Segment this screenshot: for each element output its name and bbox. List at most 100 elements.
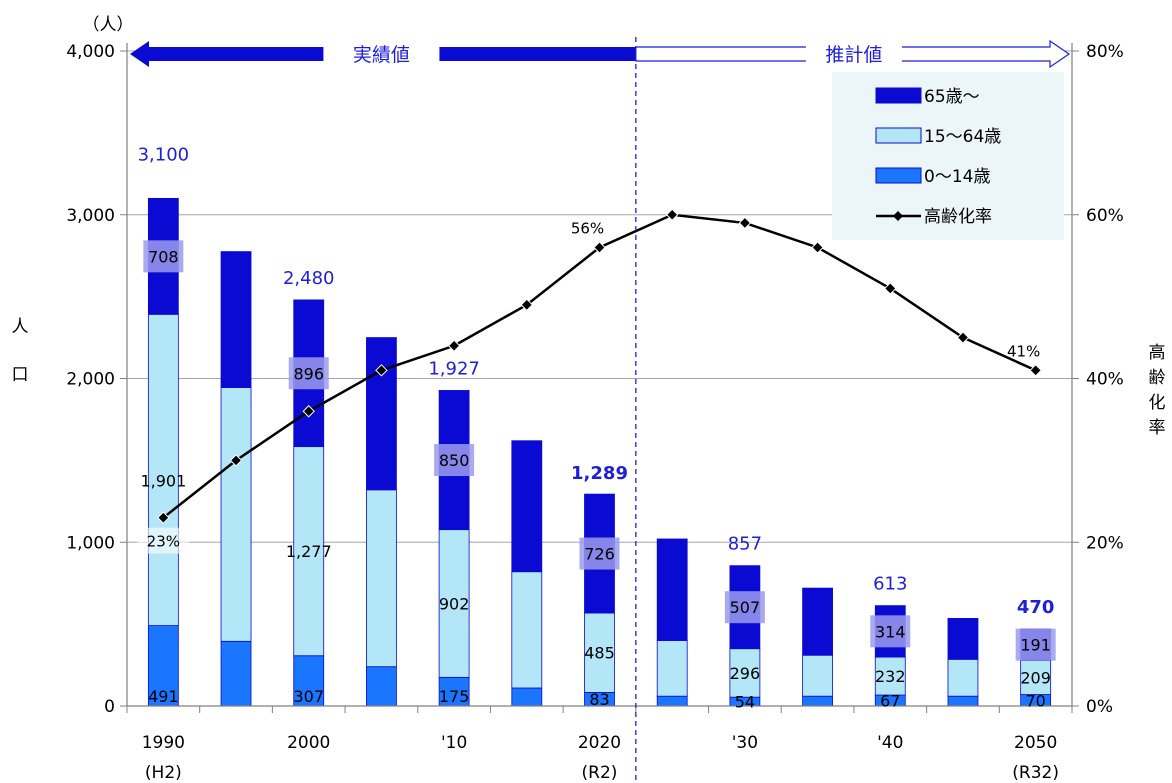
value-label-bg	[724, 591, 765, 624]
bar-segment	[293, 655, 325, 707]
x-tick-sublabel: (R32)	[1012, 763, 1059, 783]
value-label-bg	[434, 444, 475, 477]
value-label-bg	[870, 615, 911, 648]
bar-segment	[293, 446, 325, 657]
y-right-tick-label: 80%	[1086, 42, 1124, 62]
x-tick-label: 2000	[287, 733, 330, 753]
value-label: 708	[148, 247, 179, 266]
bar-segment	[729, 648, 761, 698]
y-right-title: 化	[1149, 393, 1166, 413]
value-label: 83	[589, 690, 609, 709]
value-label: 1,277	[286, 542, 332, 561]
aging-rate-marker	[884, 282, 897, 295]
bar-segment	[366, 489, 397, 668]
y-right-title: 齢	[1149, 368, 1166, 388]
y-left-title: 口	[12, 365, 29, 385]
value-label: 314	[875, 622, 906, 641]
aging-rate-marker	[157, 511, 170, 524]
value-label-bg	[579, 537, 620, 570]
pct-label: 23%	[147, 533, 180, 551]
bar-segment	[220, 640, 252, 707]
total-label: 1,289	[571, 463, 628, 484]
total-label: 470	[1017, 597, 1055, 618]
value-label: 232	[875, 667, 906, 686]
bar-segment	[656, 695, 688, 707]
value-label: 70	[1025, 691, 1045, 710]
y-right-tick-label: 20%	[1086, 533, 1124, 553]
bar-segment	[147, 625, 179, 707]
bar-segment	[366, 666, 397, 707]
actual-label-bg	[323, 38, 440, 70]
value-label: 209	[1020, 668, 1051, 687]
legend-label: 65歳～	[924, 87, 980, 107]
value-labels: 708 896 850 726 507 314 191 1,901 1,277 902 485 296…	[137, 144, 1056, 712]
pct-label-bg	[137, 527, 190, 554]
value-label-bg	[1015, 628, 1056, 661]
aging-rate-marker	[593, 241, 606, 254]
legend-label: 15～64歳	[924, 127, 1001, 147]
value-label: 896	[293, 364, 324, 383]
value-label: 191	[1020, 636, 1051, 655]
pct-label: 56%	[571, 220, 604, 238]
bar-segment	[220, 251, 252, 388]
bar-segment	[656, 640, 688, 697]
y-left-title: 人	[12, 317, 29, 337]
value-label: 485	[584, 644, 615, 663]
bar-segment	[656, 538, 688, 641]
x-tick-label: 2050	[1014, 733, 1057, 753]
bar-segment	[802, 695, 833, 707]
bar-segment	[947, 695, 979, 707]
x-tick-sublabel: (H2)	[145, 763, 182, 783]
aging-rate-marker	[447, 339, 461, 352]
aging-rate-marker	[956, 331, 970, 344]
value-label-bg	[288, 357, 329, 390]
value-label: 850	[439, 451, 470, 470]
x-tick-label: 1990	[142, 733, 185, 753]
legend-marker	[893, 211, 903, 221]
bar-segment	[802, 654, 833, 697]
value-label: 175	[439, 687, 470, 706]
bar-segment	[366, 337, 397, 491]
x-tick-label: '40	[877, 733, 903, 753]
value-label: 902	[439, 594, 470, 613]
total-label: 2,480	[283, 268, 335, 289]
y-right-title: 率	[1149, 418, 1166, 438]
bar-segment	[947, 617, 979, 660]
aging-rate-marker	[302, 405, 315, 418]
legend-label: 0～14歳	[924, 167, 990, 187]
period-banner: 実績値 推計値	[130, 37, 1071, 783]
aging-rate-marker	[229, 454, 243, 467]
bar-segment	[947, 658, 979, 697]
x-tick-label: '30	[732, 733, 758, 753]
value-label: 54	[735, 693, 755, 712]
bar-segment	[147, 313, 179, 626]
actual-label: 実績値	[353, 44, 410, 66]
legend-swatch	[875, 87, 922, 104]
y-left-tick-label: 2,000	[66, 370, 115, 390]
y-right-title: 高	[1149, 343, 1166, 363]
aging-rate-marker	[520, 298, 534, 312]
value-label: 726	[584, 545, 615, 564]
aging-rate-line	[157, 208, 1042, 524]
bar-segment	[874, 656, 906, 696]
bar-segment	[220, 387, 252, 642]
value-label: 307	[293, 687, 324, 706]
x-tick-label: 2020	[578, 733, 621, 753]
value-label-bg	[143, 240, 184, 273]
legend-swatch	[875, 127, 922, 144]
y-left-tick-label: 1,000	[66, 533, 115, 553]
bar-segment	[802, 587, 833, 656]
bar-segment	[511, 440, 543, 573]
bar-segment	[511, 571, 543, 689]
total-label: 613	[873, 574, 907, 595]
y-right-tick-label: 40%	[1086, 370, 1124, 390]
aging-rate-marker	[1029, 364, 1042, 377]
projected-label: 推計値	[825, 44, 882, 66]
value-label: 296	[730, 664, 761, 683]
total-label: 3,100	[138, 144, 190, 165]
legend-box	[832, 72, 1064, 240]
x-tick-label: '10	[441, 733, 467, 753]
total-label: 1,927	[428, 358, 480, 379]
projected-label-bg	[805, 38, 902, 70]
